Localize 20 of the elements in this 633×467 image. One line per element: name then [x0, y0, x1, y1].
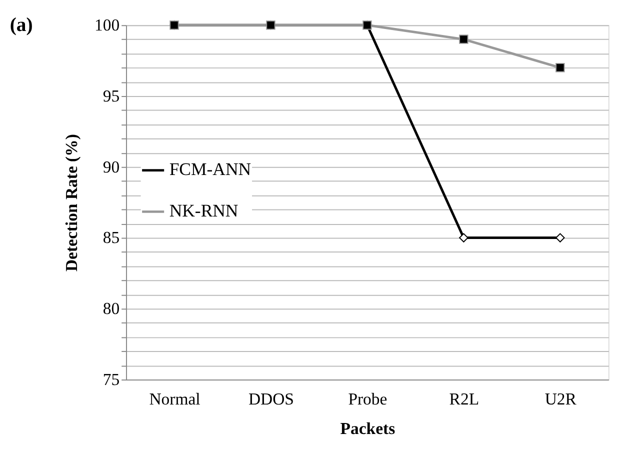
x-tick-label: U2R: [544, 390, 578, 409]
text: (a): [10, 14, 33, 36]
x-axis-title: Packets: [340, 419, 396, 438]
x-tick-label: Probe: [348, 390, 388, 409]
point: [459, 34, 468, 44]
y-tick-label: 75: [102, 370, 120, 389]
x-tick-label: R2L: [449, 390, 480, 409]
y-tick-label: 85: [102, 228, 120, 248]
y-tick-label: 90: [102, 157, 120, 176]
y-tick-label: 80: [102, 299, 120, 318]
legend-label: FCM-ANN: [169, 159, 252, 180]
legend-label: NK-RNN: [169, 200, 238, 221]
y-tick-label: 95: [102, 86, 120, 106]
x-tick-label: Normal: [149, 390, 201, 409]
y-axis-title: Detection Rate (%): [62, 134, 81, 272]
point: [459, 233, 468, 242]
y-tick-label: 100: [94, 16, 120, 35]
point: [556, 63, 565, 72]
x-tick-label: DDOS: [248, 390, 294, 409]
point: [556, 233, 565, 242]
